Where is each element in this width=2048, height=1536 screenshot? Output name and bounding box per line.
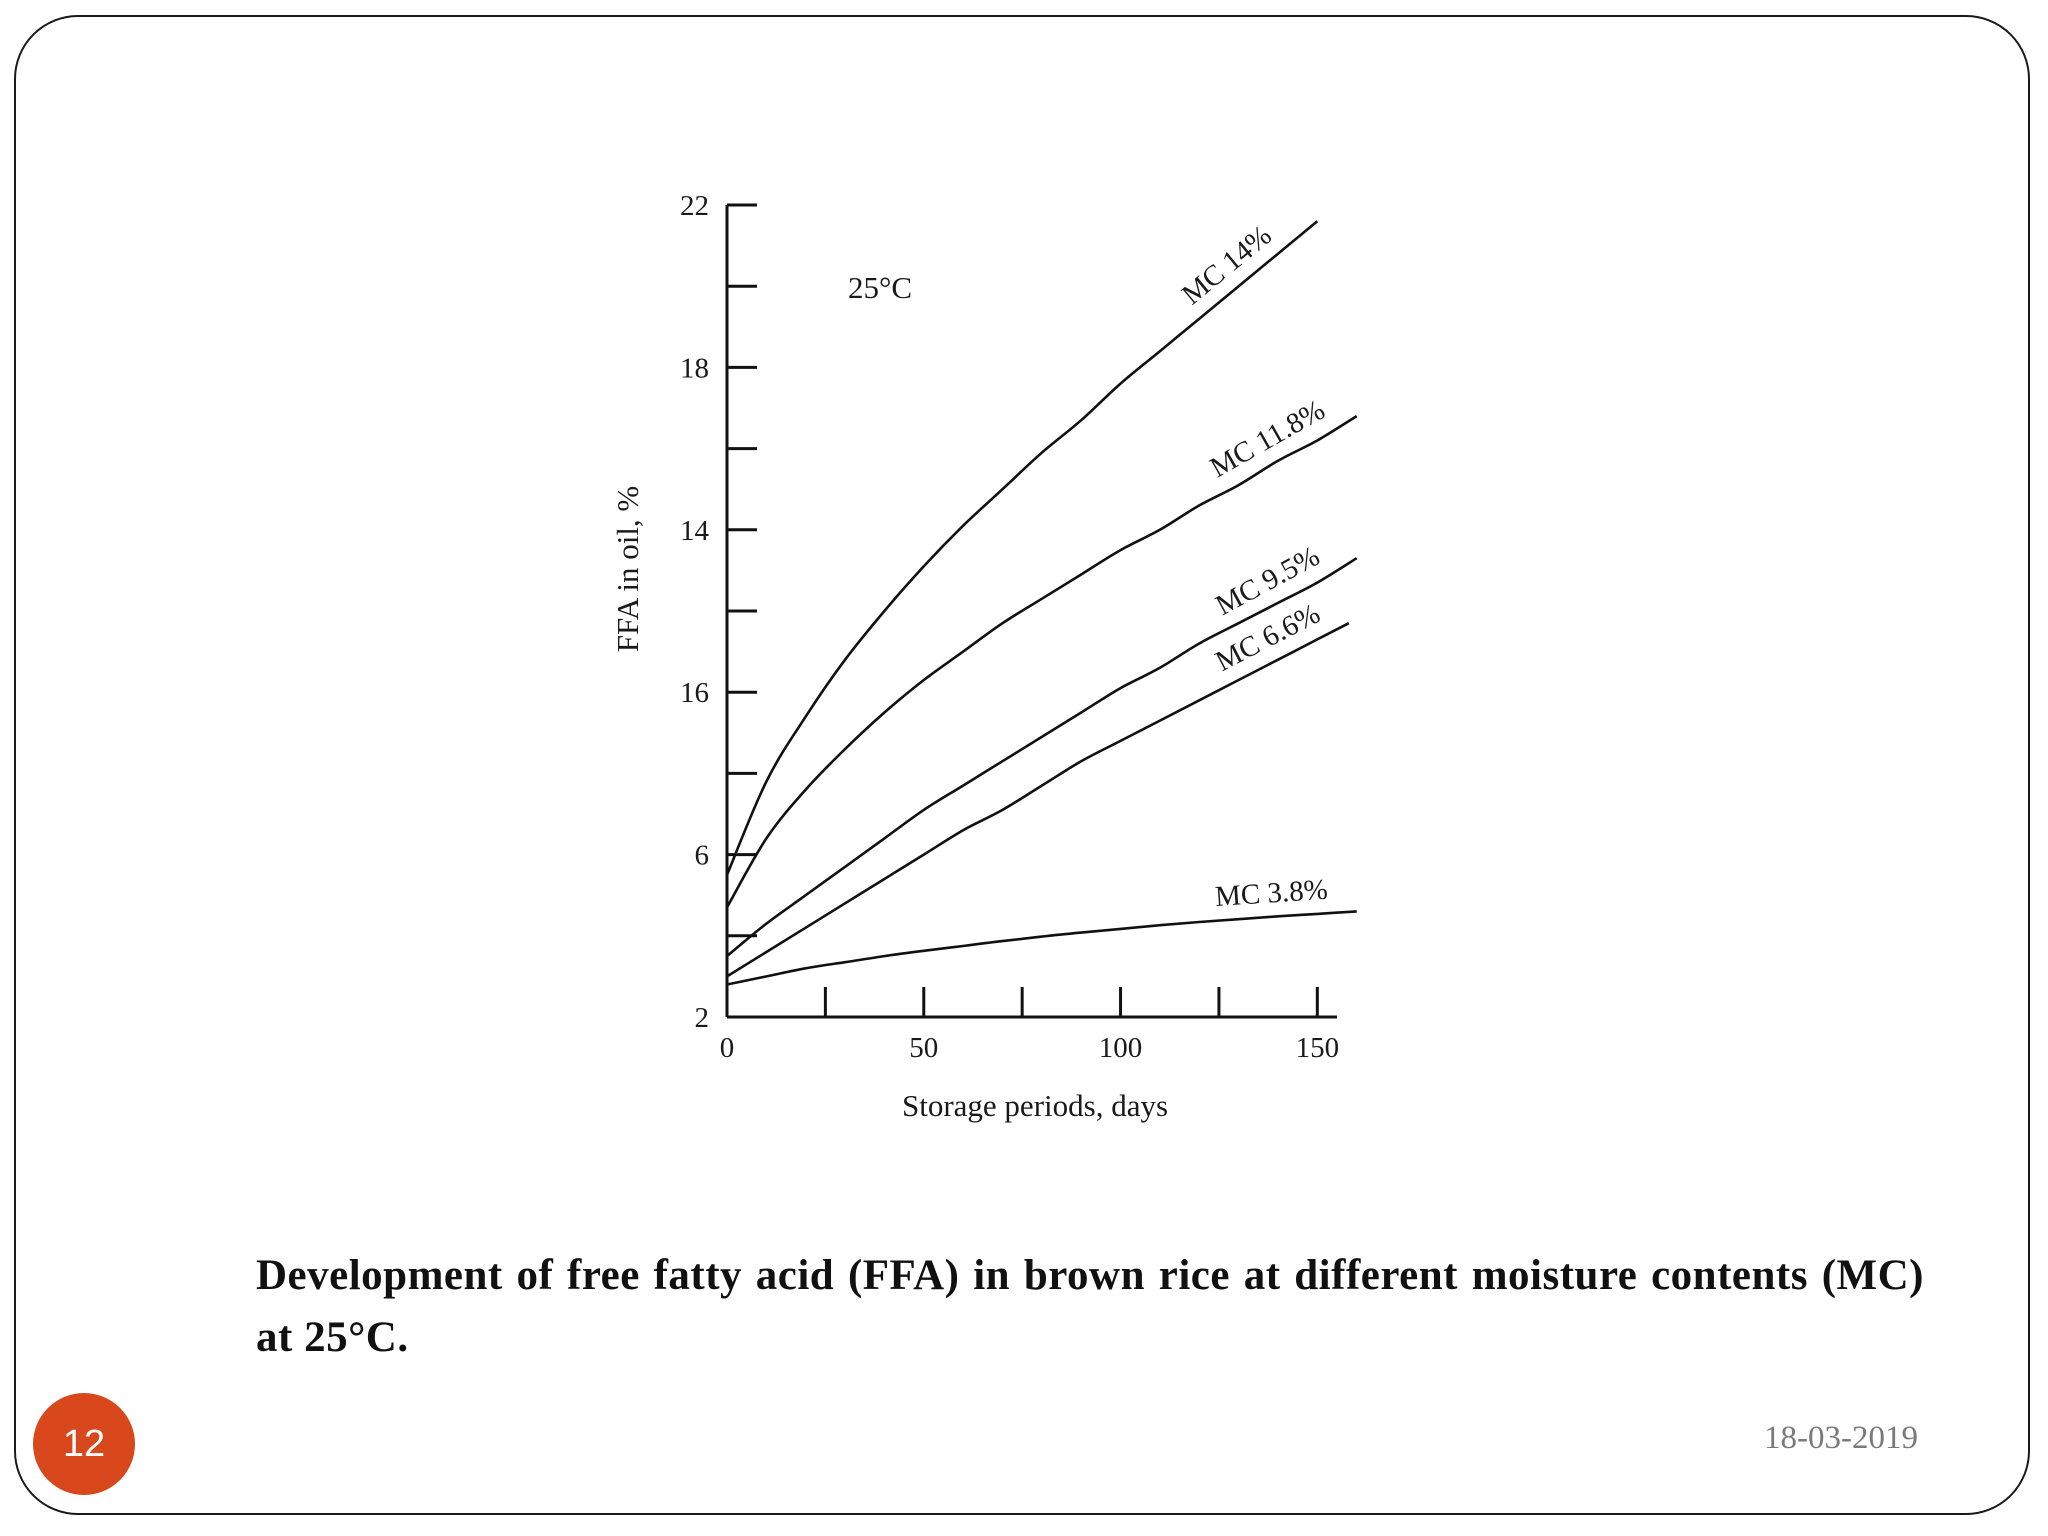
series-line [725,414,1358,909]
y-tick-label: 22 [680,190,709,222]
slide-frame [14,15,2030,1515]
y-tick-label: 18 [680,352,709,384]
y-axis-label: FFA in oil, % [610,486,645,653]
slide-number: 12 [62,1422,106,1465]
series-line [726,557,1358,958]
x-tick-label: 0 [720,1032,735,1064]
series-label: MC 3.8% [1214,874,1329,913]
series-label: MC 11.8% [1205,394,1331,484]
series-line [726,622,1350,978]
y-tick-label: 14 [680,515,710,547]
y-tick-label: 6 [695,840,710,872]
slide-date: 18-03-2019 [1764,1420,1918,1456]
series-line [725,220,1319,876]
x-tick-label: 100 [1099,1032,1143,1064]
y-tick-label: 2 [695,1002,710,1034]
chart-temperature-annotation: 25°C [848,270,912,305]
x-tick-label: 150 [1296,1032,1340,1064]
series-line [726,910,1357,986]
slide-caption: Development of free fatty acid (FFA) in … [256,1252,1924,1361]
y-tick-label: 16 [680,677,709,709]
x-axis-label: Storage periods, days [902,1088,1168,1123]
slide-number-badge: 12 [33,1393,135,1495]
x-tick-label: 50 [909,1032,938,1064]
